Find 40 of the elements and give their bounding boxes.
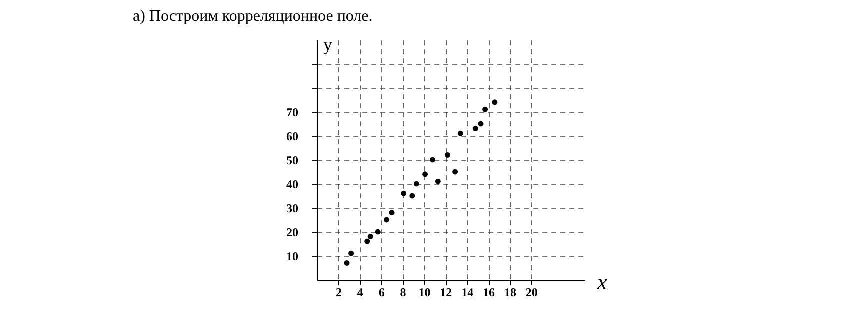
x-tick-label: 14: [462, 286, 474, 300]
x-tick-label: 18: [504, 286, 516, 300]
point: [348, 250, 354, 256]
point: [492, 100, 498, 106]
x-tick-label: 12: [440, 286, 452, 300]
point: [482, 106, 488, 112]
chart-title: а) Построим корреляционное поле.: [133, 8, 373, 26]
point: [458, 130, 464, 136]
x-axis-title: x: [596, 270, 608, 294]
x-tick-label: 6: [378, 286, 385, 300]
x-tick-label: 10: [418, 286, 431, 300]
y-tick-label: 40: [286, 178, 298, 192]
point: [375, 229, 381, 235]
y-tick-label: 20: [286, 226, 298, 240]
point: [452, 169, 458, 175]
point: [478, 121, 484, 127]
y-tick-label: 10: [286, 250, 298, 264]
point: [430, 157, 436, 163]
point: [384, 217, 390, 223]
point: [410, 193, 416, 199]
x-tick-label: 20: [526, 286, 538, 300]
x-tick-label: 16: [483, 286, 496, 300]
point: [445, 152, 451, 158]
point: [422, 172, 428, 178]
point: [344, 260, 350, 266]
x-tick-label: 8: [400, 286, 406, 300]
point: [472, 126, 478, 132]
point: [368, 234, 374, 240]
point: [414, 181, 420, 187]
point: [401, 190, 407, 196]
x-tick-label: 2: [336, 286, 342, 300]
point: [389, 210, 395, 216]
point: [364, 238, 370, 244]
y-tick-label: 30: [286, 202, 298, 216]
point: [435, 178, 441, 184]
x-tick-label: 4: [357, 286, 364, 300]
y-axis-title: y: [324, 34, 332, 54]
y-tick-label: 60: [286, 130, 298, 144]
y-tick-label: 70: [286, 106, 298, 120]
y-tick-label: 50: [286, 154, 298, 168]
